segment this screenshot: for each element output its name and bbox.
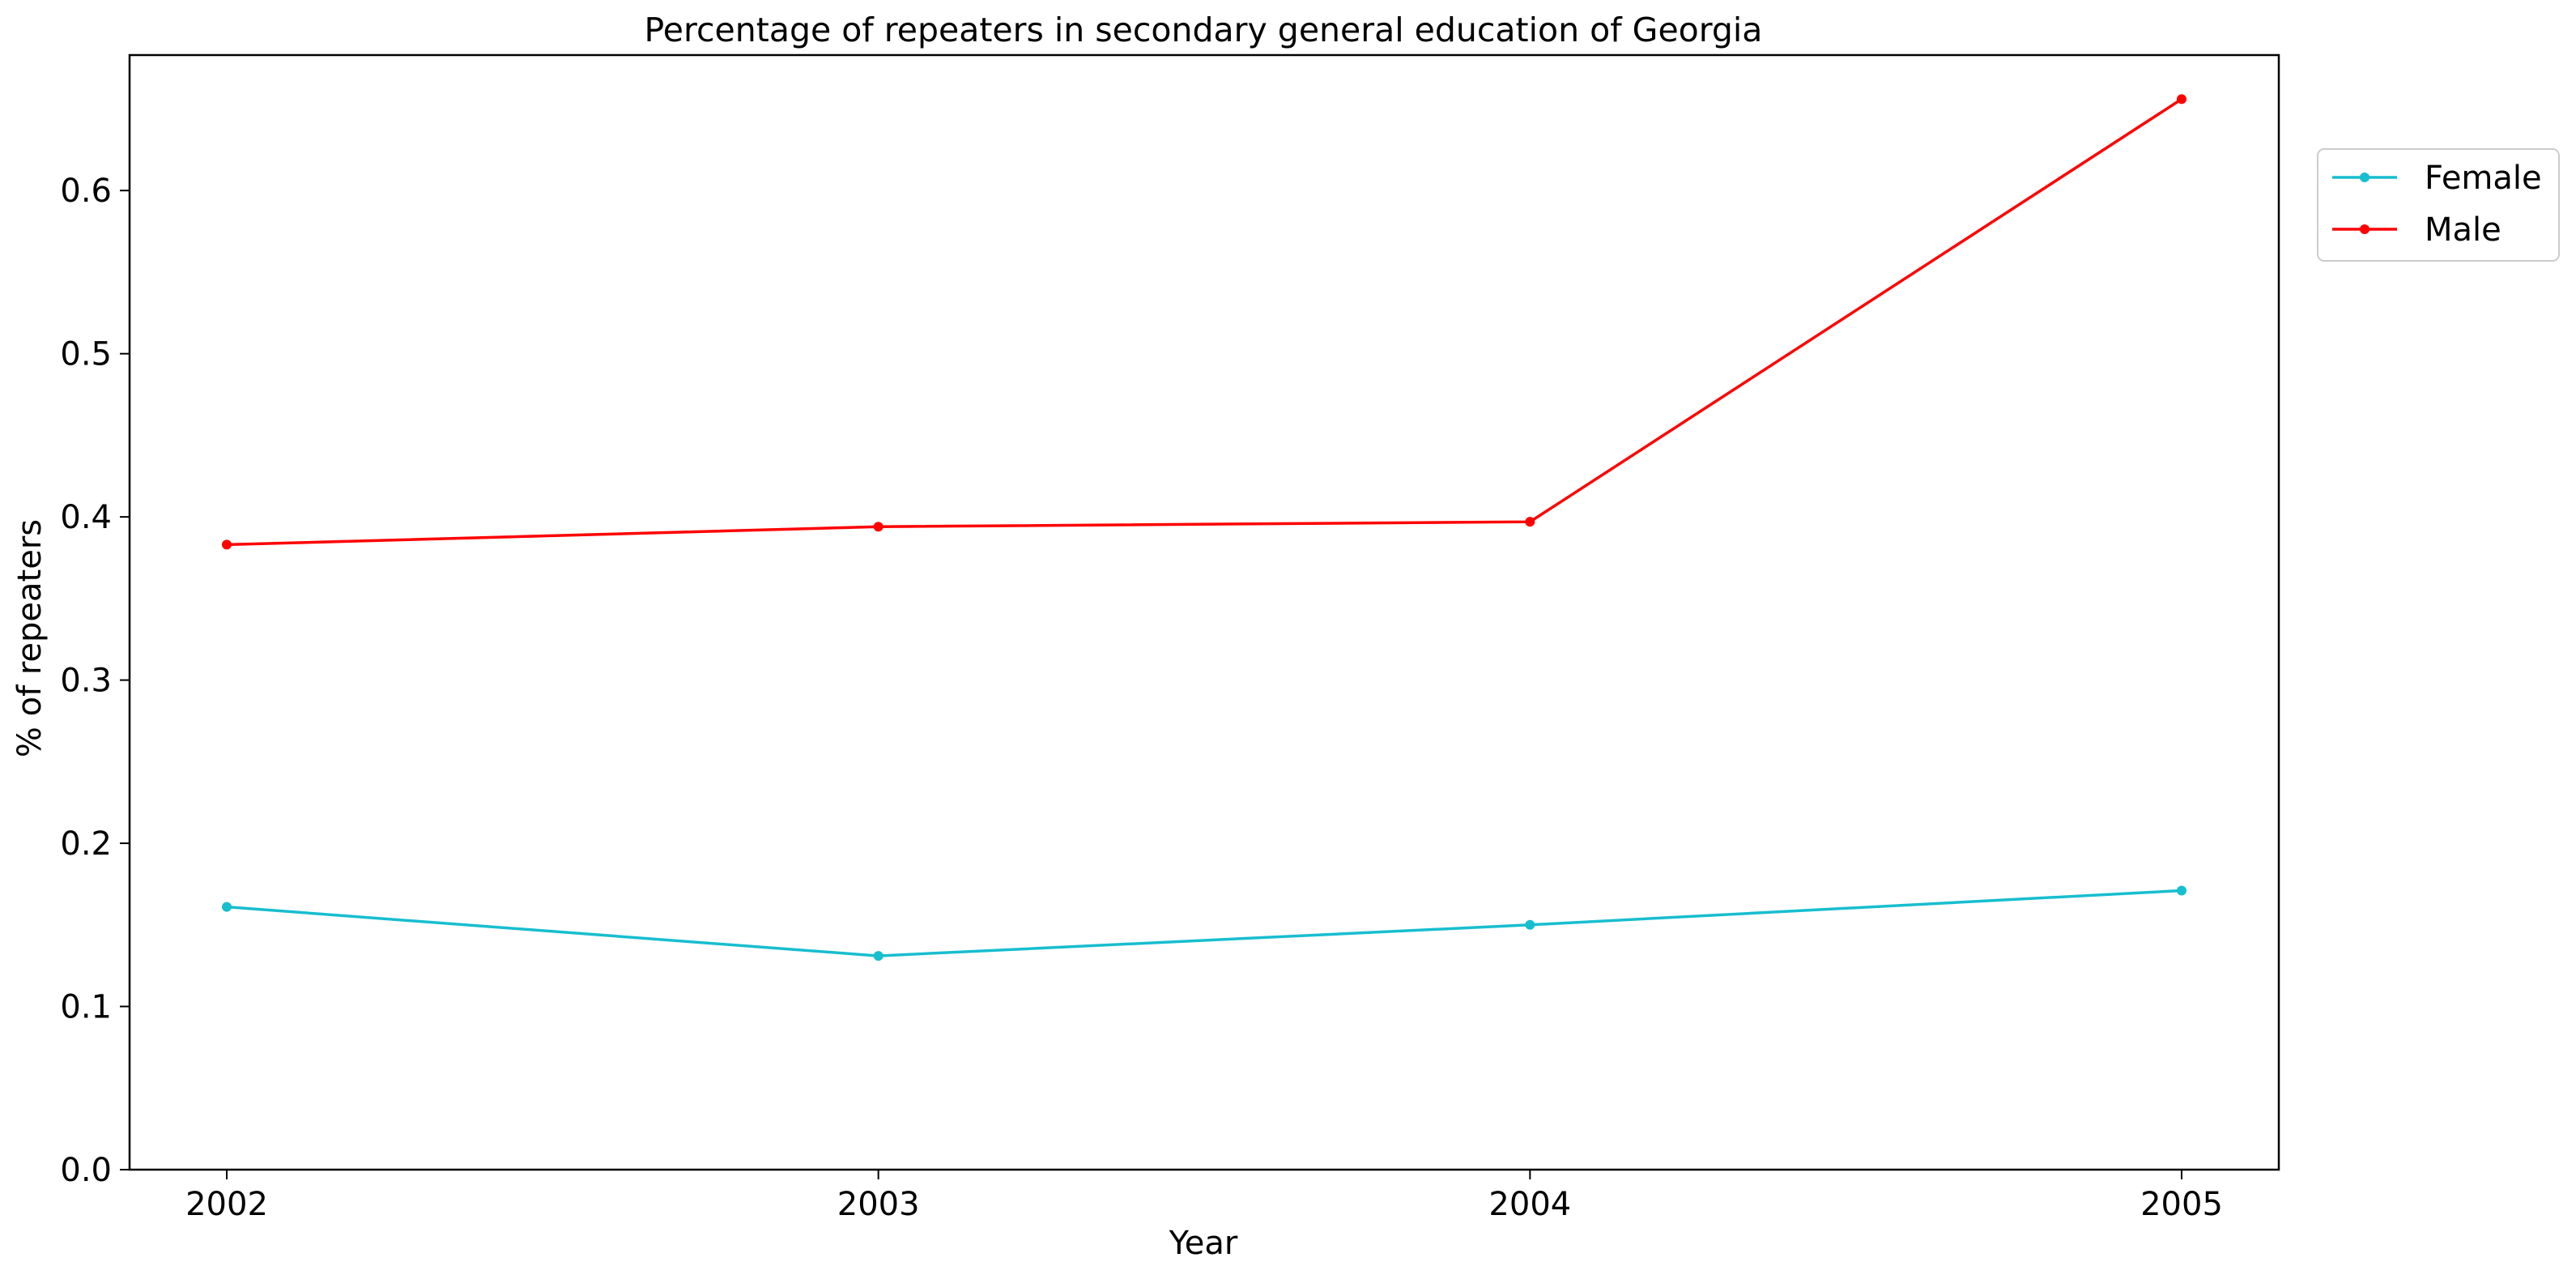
y-tick-label: 0.1 [60,989,112,1026]
y-tick-label: 0.6 [60,173,112,210]
x-tick-label: 2004 [1488,1186,1571,1223]
legend-label-male: Male [2425,211,2501,249]
y-tick-label: 0.3 [60,663,112,700]
data-point-male [2177,94,2186,104]
data-point-male [222,539,232,550]
data-point-female [1525,919,1535,930]
legend: Female Male [2317,148,2560,262]
ticks-group: 2002 2003 2004 2005 0.0 0.1 0.2 0.3 0.4 0.5 0.6 [60,173,2223,1223]
plot-area-frame [128,53,2280,1171]
y-tick-label: 0.2 [60,825,112,863]
legend-label-female: Female [2425,160,2542,197]
data-point-male [1525,517,1535,527]
y-tick-label: 0.0 [60,1152,112,1189]
x-axis-title: Year [1169,1225,1238,1262]
x-tick-label: 2002 [185,1186,268,1223]
series-line-male [226,97,2182,547]
legend-swatch-marker [2360,173,2369,182]
y-tick-label: 0.4 [60,499,112,536]
y-tick-label: 0.5 [60,336,112,373]
y-axis-title: % of repeaters [11,519,49,757]
chart-title: Percentage of repeaters in secondary gen… [645,11,1763,49]
x-tick-label: 2005 [2140,1186,2223,1223]
series-group [222,94,2186,961]
data-point-female [2177,885,2186,896]
x-tick-label: 2003 [837,1186,920,1223]
plot-frame-group [128,53,2280,1171]
legend-swatch-marker [2360,224,2369,234]
series-line-female [226,889,2182,957]
data-point-female [873,951,884,961]
data-point-male [873,522,884,532]
data-point-female [222,902,232,912]
